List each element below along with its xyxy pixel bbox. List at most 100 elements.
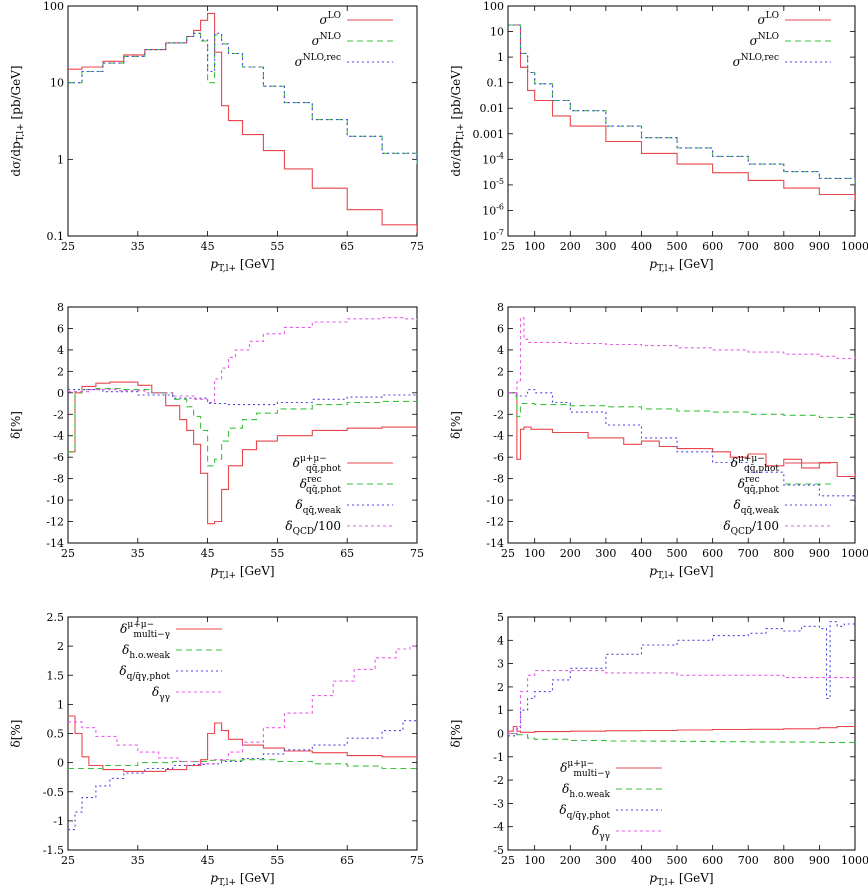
- plot-frame: [507, 306, 856, 544]
- y-tick-label: 6: [497, 322, 504, 335]
- x-tick-label: 65: [340, 854, 354, 867]
- x-tick-label: 800: [773, 547, 794, 560]
- x-tick-label: 55: [270, 854, 284, 867]
- y-tick-label: 0: [497, 387, 504, 400]
- x-axis-label: pT,l+ [GeV]: [649, 257, 713, 274]
- x-tick-label: 55: [270, 240, 284, 253]
- y-tick-label: 2.5: [47, 611, 65, 624]
- series-line-1: [68, 387, 417, 467]
- x-tick-label: 25: [61, 854, 75, 867]
- series-line-2: [508, 389, 855, 506]
- series-line-1: [68, 759, 417, 771]
- x-tick-label: 25: [61, 240, 75, 253]
- x-tick-label: 200: [560, 240, 581, 253]
- y-tick-label: 4: [57, 344, 64, 357]
- x-tick-label: 700: [738, 240, 759, 253]
- y-tick-label: 10: [50, 77, 64, 90]
- y-tick-label: 0.01: [480, 102, 505, 115]
- x-tick-label: 25: [61, 547, 75, 560]
- y-tick-label: 0.5: [47, 728, 65, 741]
- plot-frame: [507, 5, 856, 237]
- x-axis-label: pT,l+ [GeV]: [649, 564, 713, 581]
- y-tick-label: 10: [490, 26, 504, 39]
- x-tick-label: 200: [560, 854, 581, 867]
- x-tick-label: 200: [560, 547, 581, 560]
- y-tick-label: -6: [493, 451, 504, 464]
- y-tick-label: -8: [493, 473, 504, 486]
- legend-label-0: δμ+μ− qq̄,phot: [293, 454, 342, 474]
- y-tick-label: -2: [53, 408, 64, 421]
- y-tick-label: 0.1: [47, 230, 65, 243]
- legend-label-1: δh.o.weak: [122, 643, 170, 661]
- panel-sigma-high-pt: 25 100 200 300 400 500 600 700 800 900 1000 10-7 10-…: [449, 0, 868, 274]
- y-tick-label: 10-7: [482, 228, 504, 243]
- legend-label-3: δQCD/100: [723, 519, 779, 537]
- series-line-2: [68, 32, 417, 165]
- legend-label-2: δqq̄,weak: [296, 498, 342, 516]
- x-tick-label: 45: [201, 547, 215, 560]
- x-tick-label: 600: [702, 854, 723, 867]
- y-tick-label: -14: [46, 537, 64, 550]
- y-tick-label: -4: [493, 430, 504, 443]
- y-tick-label: 8: [497, 301, 504, 314]
- x-axis-label: pT,l+ [GeV]: [210, 564, 274, 581]
- x-axis-label: pT,l+ [GeV]: [210, 257, 274, 274]
- y-tick-label: 4: [497, 344, 504, 357]
- series-line-0: [508, 24, 855, 201]
- series-line-1: [508, 732, 855, 743]
- y-tick-label: 1: [57, 153, 64, 166]
- y-tick-label: 1.5: [47, 669, 65, 682]
- y-tick-label: -1: [493, 751, 504, 764]
- legend-label-2: δq/q̄γ,phot: [119, 664, 170, 682]
- y-tick-label: -0.5: [43, 786, 64, 799]
- legend-label-2: σNLO,rec: [733, 53, 779, 69]
- y-axis-label: δ[%]: [9, 411, 23, 439]
- x-tick-label: 65: [340, 547, 354, 560]
- legend-label-3: δγγ: [152, 685, 170, 703]
- y-tick-label: -2: [493, 774, 504, 787]
- series-line-0: [68, 381, 417, 525]
- y-tick-label: 100: [483, 0, 504, 13]
- y-tick-label: 1: [497, 51, 504, 64]
- y-tick-label: 10-6: [482, 202, 504, 217]
- x-tick-label: 75: [410, 240, 424, 253]
- legend-label-3: δγγ: [592, 824, 610, 842]
- series-line-0: [68, 12, 417, 233]
- x-tick-label: 700: [738, 547, 759, 560]
- y-tick-label: 2: [497, 681, 504, 694]
- panel-sigma-low-pt: 25 35 45 55 65 75 0.1 1 10 100 pT,l+ [GeV] dσ/dpT,l…: [9, 0, 424, 274]
- x-tick-label: 25: [501, 240, 515, 253]
- plot-frame: [67, 616, 418, 851]
- series-line-1: [508, 392, 855, 420]
- x-tick-label: 25: [501, 547, 515, 560]
- legend-label-1: δrec qq̄,phot: [300, 475, 342, 495]
- series-line-2: [508, 24, 855, 186]
- legend-label-3: δQCD/100: [285, 519, 341, 537]
- x-tick-label: 1000: [841, 547, 868, 560]
- panel-delta-low-pt: 25 35 45 55 65 75 -14 -12 -10 -8 -6 -4 -2 0 2 4 6 8 pT,l+ …: [9, 301, 424, 581]
- y-tick-label: 2: [57, 640, 64, 653]
- x-tick-label: 300: [595, 240, 616, 253]
- x-tick-label: 100: [524, 240, 545, 253]
- x-tick-label: 1000: [841, 240, 868, 253]
- y-tick-label: -12: [486, 516, 504, 529]
- legend-label-1: δh.o.weak: [562, 782, 610, 800]
- y-tick-label: -14: [486, 537, 504, 550]
- series-line-3: [68, 645, 417, 765]
- y-tick-label: 6: [57, 322, 64, 335]
- y-tick-label: 0.1: [487, 77, 505, 90]
- plot-frame: [67, 306, 418, 544]
- y-tick-label: -4: [493, 821, 504, 834]
- legend-label-0: δμ+μ− qq̄,phot: [731, 454, 780, 474]
- series-line-0: [68, 715, 417, 772]
- x-tick-label: 45: [201, 240, 215, 253]
- legend-label-2: δqq̄,weak: [734, 498, 780, 516]
- series-line-2: [68, 718, 417, 831]
- y-tick-label: 0.001: [473, 128, 505, 141]
- series-line-2: [508, 621, 855, 737]
- series-line-1: [68, 32, 417, 165]
- y-tick-label: 8: [57, 301, 64, 314]
- x-tick-label: 45: [201, 854, 215, 867]
- legend-label-2: σNLO,rec: [295, 53, 341, 69]
